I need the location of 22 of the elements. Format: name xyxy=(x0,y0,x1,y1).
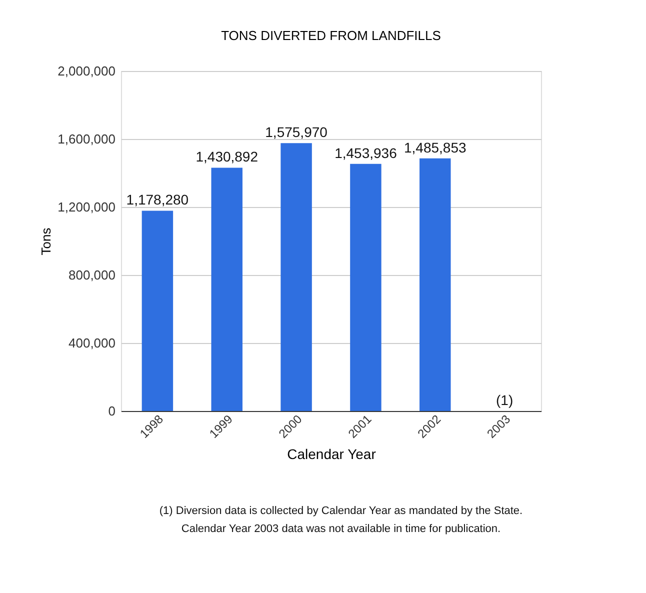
y-tick-label: 800,000 xyxy=(68,268,116,282)
text: (1) Diversion data is collected by Calendar Year as mandated by the State. xyxy=(159,505,523,517)
bar xyxy=(280,143,312,411)
chart-title: TONS DIVERTED FROM LANDFILLS xyxy=(221,28,442,43)
bar xyxy=(142,210,174,411)
data-label: 1,453,936 xyxy=(334,144,398,161)
y-tick-label: 1,200,000 xyxy=(58,200,116,214)
bar xyxy=(420,158,451,411)
y-tick-label: 0 xyxy=(108,404,116,418)
data-label: 1,485,853 xyxy=(404,139,466,156)
bar xyxy=(211,168,242,411)
y-tick-label: 2,000,000 xyxy=(58,64,116,78)
y-tick-label: 1,600,000 xyxy=(58,132,116,146)
y-axis-title: Tons xyxy=(38,227,54,256)
data-label: 1,178,280 xyxy=(126,192,189,208)
data-label: 1,575,970 xyxy=(265,124,328,140)
text: (1) xyxy=(496,392,514,408)
y-tick-label: 400,000 xyxy=(68,336,116,350)
x-axis-title: Calendar Year xyxy=(287,446,376,462)
bar xyxy=(350,164,382,411)
text: Calendar Year 2003 data was not available in time for publication. xyxy=(181,523,501,535)
data-label: 1,430,892 xyxy=(196,148,258,165)
